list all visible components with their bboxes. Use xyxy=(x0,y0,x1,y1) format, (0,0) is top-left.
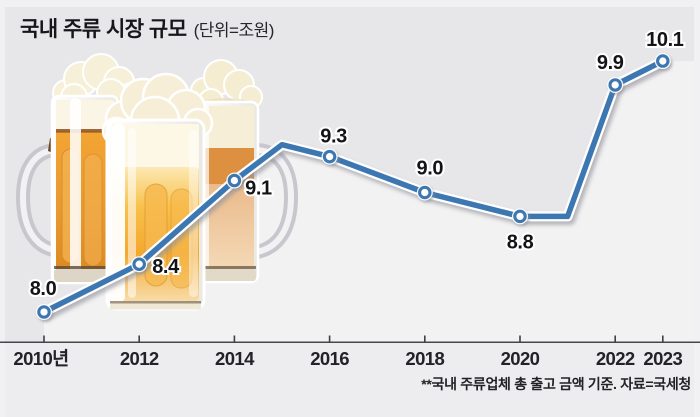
frame-highlight-right xyxy=(694,0,700,417)
frame-highlight-left xyxy=(0,0,5,417)
data-point-2023 xyxy=(656,54,670,68)
value-label-2012: 8.4 xyxy=(152,256,180,278)
data-point-2018 xyxy=(418,185,432,200)
data-point-markers xyxy=(36,53,671,320)
right-beer-mug xyxy=(189,59,299,284)
value-label-2023: 10.1 xyxy=(646,29,684,51)
data-point-2020 xyxy=(513,209,527,224)
data-point-2014 xyxy=(227,173,242,188)
axis-footer-strip xyxy=(0,343,700,417)
frame-highlight-top xyxy=(0,0,700,7)
x-tick-label-2010: 2010년 xyxy=(13,348,68,369)
chart-title: 국내 주류 시장 규모 (단위=조원) xyxy=(20,13,274,43)
value-label-2016: 9.3 xyxy=(320,126,347,148)
x-tick-label-2016: 2016 xyxy=(310,348,349,369)
data-point-2022 xyxy=(608,78,622,92)
value-label-2010: 8.0 xyxy=(30,278,57,300)
x-tick-label-2022: 2022 xyxy=(596,348,635,369)
data-point-2010 xyxy=(37,305,51,319)
x-tick-label-2014: 2014 xyxy=(215,348,255,369)
x-tick-label-2012: 2012 xyxy=(120,348,159,369)
x-tick-label-2018: 2018 xyxy=(405,348,444,369)
x-axis-labels: 2010년 2012 2014 2016 2018 2020 2022 2023 xyxy=(13,348,683,369)
x-tick-label-2023: 2023 xyxy=(643,348,682,369)
data-point-2012 xyxy=(132,257,146,271)
chart-title-main: 국내 주류 시장 규모 xyxy=(20,18,187,41)
chart-title-unit: (단위=조원) xyxy=(193,21,275,40)
value-label-2014: 9.1 xyxy=(245,178,272,200)
data-point-2016 xyxy=(322,149,337,164)
x-tick-label-2020: 2020 xyxy=(501,348,540,369)
value-label-2018: 9.0 xyxy=(416,158,443,180)
value-label-2022: 9.9 xyxy=(597,52,624,74)
source-note: **국내 주류업체 총 출고 금액 기준. 자료=국세청 xyxy=(421,376,691,392)
value-labels: 8.0 8.4 9.1 9.3 9.0 8.8 9.9 10.1 xyxy=(28,27,686,302)
trend-line xyxy=(41,58,666,315)
x-axis-ticks xyxy=(43,335,664,343)
value-label-2020: 8.8 xyxy=(507,231,534,253)
